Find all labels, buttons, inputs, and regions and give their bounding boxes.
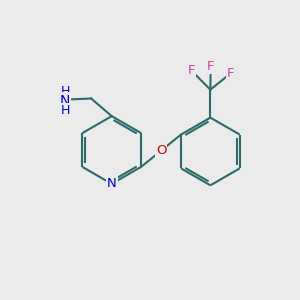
Text: H: H: [61, 104, 70, 117]
Text: F: F: [188, 64, 195, 77]
Text: N: N: [107, 177, 117, 190]
Text: F: F: [207, 60, 215, 73]
Text: F: F: [226, 67, 234, 80]
Text: H: H: [61, 85, 70, 98]
Text: N: N: [59, 94, 70, 107]
Text: O: O: [156, 144, 166, 157]
